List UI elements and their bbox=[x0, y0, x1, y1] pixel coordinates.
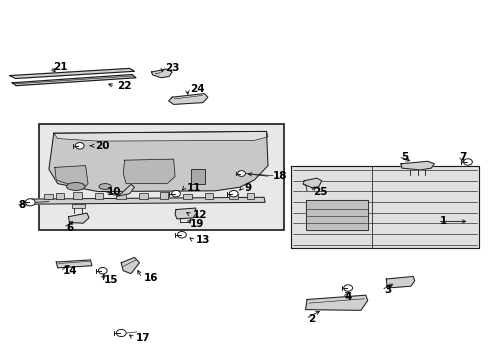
Text: 16: 16 bbox=[144, 273, 159, 283]
Bar bbox=[183, 194, 192, 199]
Circle shape bbox=[116, 329, 126, 337]
Text: 21: 21 bbox=[53, 62, 67, 72]
Bar bbox=[139, 193, 148, 199]
Ellipse shape bbox=[66, 183, 85, 190]
Text: 11: 11 bbox=[186, 183, 201, 193]
Bar bbox=[44, 194, 53, 199]
Text: 24: 24 bbox=[189, 84, 204, 94]
Polygon shape bbox=[10, 68, 134, 78]
Circle shape bbox=[177, 231, 186, 238]
Text: 9: 9 bbox=[244, 183, 251, 193]
Ellipse shape bbox=[99, 184, 111, 189]
Bar bbox=[116, 194, 126, 199]
Circle shape bbox=[229, 190, 238, 197]
Text: 17: 17 bbox=[136, 333, 150, 343]
Text: 20: 20 bbox=[95, 141, 110, 151]
Bar bbox=[228, 194, 237, 199]
Text: 4: 4 bbox=[344, 292, 351, 302]
Bar bbox=[95, 193, 103, 199]
Polygon shape bbox=[151, 69, 172, 78]
Circle shape bbox=[75, 143, 84, 149]
Polygon shape bbox=[386, 276, 414, 288]
Text: 6: 6 bbox=[66, 222, 73, 233]
Polygon shape bbox=[56, 260, 92, 268]
Bar bbox=[246, 193, 254, 199]
Polygon shape bbox=[175, 208, 196, 219]
Text: 2: 2 bbox=[307, 314, 315, 324]
Polygon shape bbox=[117, 184, 134, 196]
Polygon shape bbox=[55, 166, 88, 189]
Bar bbox=[56, 193, 63, 199]
Bar bbox=[73, 192, 82, 199]
Bar bbox=[190, 169, 205, 184]
Text: 23: 23 bbox=[165, 63, 180, 73]
Circle shape bbox=[463, 159, 471, 165]
Polygon shape bbox=[303, 178, 321, 188]
Text: 8: 8 bbox=[19, 200, 26, 210]
Bar bbox=[160, 192, 167, 199]
Text: 7: 7 bbox=[459, 152, 466, 162]
Text: 3: 3 bbox=[383, 285, 390, 295]
Polygon shape bbox=[400, 161, 433, 170]
Polygon shape bbox=[121, 257, 139, 274]
Polygon shape bbox=[305, 200, 367, 230]
Text: 18: 18 bbox=[272, 171, 287, 181]
Circle shape bbox=[237, 171, 245, 176]
Polygon shape bbox=[168, 94, 207, 104]
Polygon shape bbox=[32, 197, 264, 204]
Text: 10: 10 bbox=[106, 186, 121, 197]
Text: 22: 22 bbox=[117, 81, 132, 91]
Text: 25: 25 bbox=[312, 186, 327, 197]
Circle shape bbox=[98, 267, 107, 274]
Polygon shape bbox=[290, 166, 478, 248]
Circle shape bbox=[25, 199, 35, 206]
Text: 15: 15 bbox=[103, 275, 118, 285]
Circle shape bbox=[343, 285, 352, 291]
Text: 1: 1 bbox=[439, 216, 447, 226]
Polygon shape bbox=[12, 75, 136, 86]
Circle shape bbox=[171, 190, 180, 197]
Bar bbox=[72, 204, 84, 208]
Polygon shape bbox=[68, 213, 89, 223]
Bar bbox=[205, 193, 213, 199]
Polygon shape bbox=[123, 159, 175, 184]
Polygon shape bbox=[305, 295, 367, 310]
Polygon shape bbox=[49, 131, 267, 192]
Text: 12: 12 bbox=[193, 210, 207, 220]
Text: 14: 14 bbox=[62, 266, 77, 276]
Polygon shape bbox=[54, 131, 267, 141]
Bar bbox=[39, 124, 283, 230]
Text: 13: 13 bbox=[195, 235, 210, 245]
Text: 5: 5 bbox=[400, 152, 407, 162]
Text: 19: 19 bbox=[189, 219, 203, 229]
